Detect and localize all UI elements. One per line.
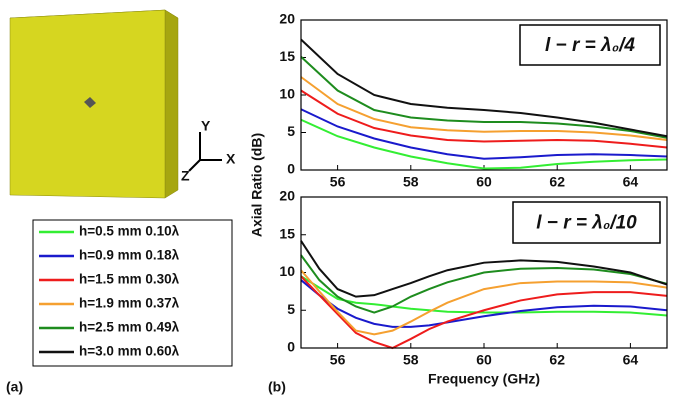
annotation: l − r = λ₀/10: [536, 213, 637, 234]
x-tick-label: 60: [476, 174, 492, 190]
annotation-box: [519, 24, 661, 66]
series-line: [300, 56, 668, 139]
legend-label: h=1.9 mm 0.37λ: [79, 296, 180, 311]
axis-y-label: Y: [201, 118, 211, 134]
series-line: [300, 118, 668, 170]
series-line: [300, 269, 668, 336]
legend-label: h=0.9 mm 0.18λ: [79, 248, 180, 263]
series-line: [300, 275, 668, 350]
axis-x-label: X: [226, 151, 236, 167]
plot-frame: [300, 196, 668, 349]
x-tick-label: 62: [549, 174, 565, 190]
panel-label: (b): [268, 379, 286, 395]
legend-label: h=0.5 mm 0.10λ: [79, 224, 180, 239]
y-tick-label: 15: [279, 48, 295, 64]
x-tick-label: 64: [623, 352, 639, 368]
y-tick-label: 5: [287, 301, 295, 317]
series-line: [300, 254, 668, 314]
legend-box: [32, 219, 233, 367]
x-tick-label: 56: [330, 352, 346, 368]
legend-label: h=1.5 mm 0.30λ: [79, 272, 180, 287]
series-line: [300, 89, 668, 149]
x-tick-label: 56: [330, 174, 346, 190]
series-line: [300, 108, 668, 160]
legend-label: h=2.5 mm 0.49λ: [79, 320, 180, 335]
annotation: l − r = λ₀/4: [545, 35, 635, 56]
x-tick-label: 60: [476, 352, 492, 368]
y-tick-label: 20: [279, 188, 295, 204]
y-tick-label: 5: [287, 123, 295, 139]
x-axis-label: Frequency (GHz): [428, 371, 540, 387]
annotation-box: [512, 201, 661, 244]
series-line: [300, 279, 668, 328]
x-tick-label: 58: [403, 174, 419, 190]
series-line: [300, 38, 668, 138]
x-tick-label: 58: [403, 352, 419, 368]
legend-label: h=3.0 mm 0.60λ: [79, 344, 180, 359]
x-tick-label: 62: [549, 352, 565, 368]
series-line: [300, 76, 668, 141]
panel-label: (a): [6, 379, 23, 395]
plot-frame: [300, 19, 668, 171]
y-tick-label: 0: [287, 339, 295, 355]
y-tick-label: 15: [279, 225, 295, 241]
axis-z-label: Z: [181, 168, 190, 184]
legend: h=0.5 mm 0.10λ h=0.9 mm 0.18λ h=1.5 mm 0.3…: [39, 224, 180, 359]
antenna-illustration: Y X Z: [9, 9, 236, 199]
y-axis-label: Axial Ratio (dB): [249, 133, 265, 237]
y-tick-label: 20: [279, 11, 295, 27]
y-tick-label: 0: [287, 161, 295, 177]
y-tick-label: 10: [279, 263, 295, 279]
series-line: [300, 240, 668, 298]
x-tick-label: 64: [623, 174, 639, 190]
y-tick-label: 10: [279, 86, 295, 102]
